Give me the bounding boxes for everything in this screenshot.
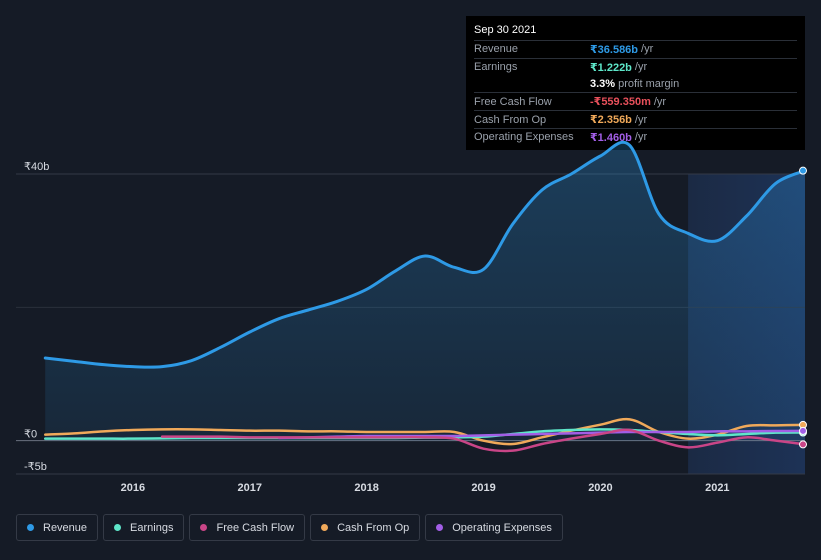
tooltip-row-value: ₹36.586b bbox=[590, 43, 639, 56]
y-tick-label: ₹40b bbox=[24, 161, 49, 173]
x-tick-label: 2021 bbox=[705, 482, 729, 494]
legend-label: Earnings bbox=[130, 521, 174, 534]
tooltip-panel: Sep 30 2021 Revenue ₹36.586b/yr Earnings ₹1… bbox=[466, 16, 805, 150]
legend-label: Free Cash Flow bbox=[216, 521, 295, 534]
x-tick-label: 2017 bbox=[238, 482, 262, 494]
tooltip-row-label: Operating Expenses bbox=[474, 131, 574, 144]
tooltip-row-label: Free Cash Flow bbox=[474, 95, 552, 108]
tooltip-rows: Revenue ₹36.586b/yr Earnings ₹1.222b/yr 3.3%… bbox=[474, 40, 797, 146]
legend-item-earnings[interactable]: Earnings bbox=[103, 514, 185, 541]
tooltip-row-label: Earnings bbox=[474, 61, 518, 74]
tooltip-row-label: Cash From Op bbox=[474, 113, 547, 126]
series-line-cash-from-op bbox=[43, 417, 807, 446]
series-line-free-cash-flow-endpoint bbox=[799, 440, 807, 449]
tooltip-date: Sep 30 2021 bbox=[474, 24, 537, 36]
tooltip-row-unit: profit margin bbox=[618, 77, 680, 90]
tooltip-row: Operating Expenses ₹1.460b/yr bbox=[474, 127, 797, 146]
tooltip-row-unit: /yr bbox=[641, 43, 654, 56]
legend-dot-icon bbox=[436, 524, 444, 531]
y-tick-label: -₹5b bbox=[24, 461, 47, 473]
legend-label: Operating Expenses bbox=[452, 521, 552, 534]
legend-item-cash-from-op[interactable]: Cash From Op bbox=[310, 514, 421, 541]
financial-history-chart: ₹40b ₹0 -₹5b 2016 2017 2018 2019 2020 2021 bbox=[16, 140, 807, 494]
tooltip-row-unit: /yr bbox=[653, 95, 667, 108]
x-tick-label: 2018 bbox=[354, 482, 378, 494]
legend-label: Cash From Op bbox=[337, 521, 410, 534]
x-tick-label: 2016 bbox=[121, 482, 145, 494]
series-line-revenue bbox=[43, 140, 807, 369]
series-line-operating-expenses bbox=[277, 429, 807, 440]
legend-item-free-cash-flow[interactable]: Free Cash Flow bbox=[189, 514, 306, 541]
tooltip-row-value: ₹1.222b bbox=[590, 61, 632, 74]
tooltip-row: Cash From Op ₹2.356b/yr bbox=[474, 110, 797, 128]
tooltip-row: 3.3% profit margin bbox=[474, 76, 797, 93]
tooltip-row-value: 3.3% bbox=[590, 77, 616, 90]
legend-item-operating-expenses[interactable]: Operating Expenses bbox=[425, 514, 563, 541]
x-tick-label: 2019 bbox=[471, 482, 495, 494]
tooltip-row: Free Cash Flow -₹559.350m/yr bbox=[474, 92, 797, 110]
tooltip-row-unit: /yr bbox=[634, 131, 648, 144]
legend-label: Revenue bbox=[43, 521, 88, 534]
legend-item-revenue[interactable]: Revenue bbox=[16, 514, 99, 541]
legend-dot-icon bbox=[200, 524, 208, 531]
y-tick-label: ₹0 bbox=[24, 429, 37, 441]
legend-dot-icon bbox=[321, 524, 329, 531]
series-line-free-cash-flow bbox=[160, 428, 807, 453]
tooltip-row-label: Revenue bbox=[474, 43, 519, 56]
tooltip-row: Revenue ₹36.586b/yr bbox=[474, 40, 797, 58]
legend-dot-icon bbox=[27, 524, 34, 531]
chart-legend: Revenue Earnings Free Cash Flow Cash From O… bbox=[16, 514, 563, 541]
tooltip-row: Earnings ₹1.222b/yr bbox=[474, 57, 797, 76]
tooltip-row-value: ₹2.356b bbox=[590, 114, 632, 127]
series-line-revenue-endpoint bbox=[799, 166, 807, 175]
x-tick-label: 2020 bbox=[588, 482, 612, 494]
tooltip-row-unit: /yr bbox=[634, 61, 648, 74]
series-line-operating-expenses-endpoint bbox=[799, 426, 807, 435]
revenue-area bbox=[45, 142, 805, 441]
tooltip-row-value: -₹559.350m bbox=[590, 96, 651, 109]
tooltip-row-unit: /yr bbox=[634, 113, 648, 126]
legend-dot-icon bbox=[114, 524, 122, 531]
